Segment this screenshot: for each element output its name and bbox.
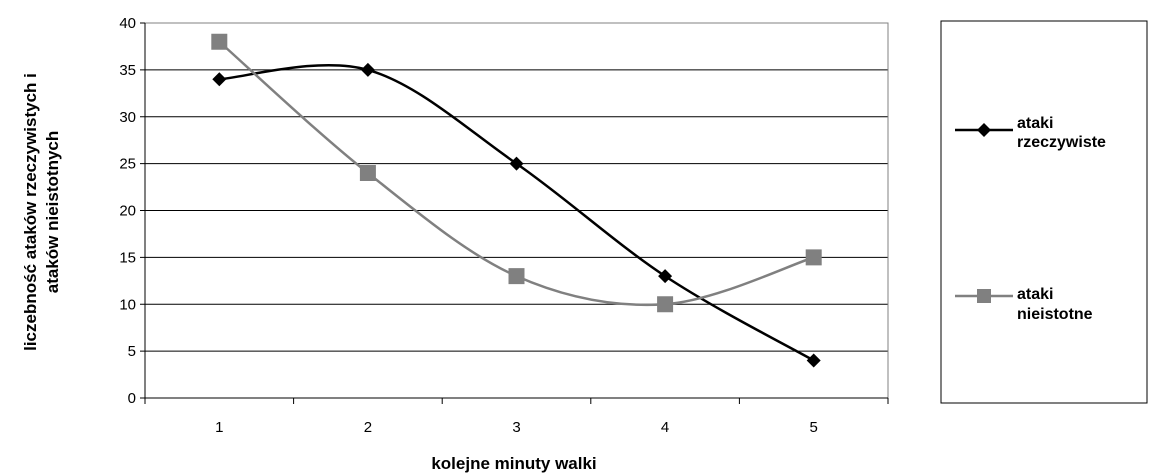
- y-axis-ticks: 0 5 10 15 20 25 30 35 40: [119, 15, 145, 407]
- data-point: [806, 353, 821, 368]
- data-point: [360, 62, 375, 77]
- y-tick-label: 20: [119, 203, 136, 220]
- series-line-ataki-nieistotne: [218, 40, 815, 307]
- data-point: [657, 296, 674, 313]
- legend-item-ataki-nieistotne: ataki nieistotne: [955, 286, 1093, 323]
- y-tick-label: 40: [119, 15, 136, 32]
- data-point: [508, 268, 525, 285]
- x-axis-ticks: 1 2 3 4 5: [144, 398, 889, 436]
- data-point: [805, 249, 822, 266]
- x-tick-label: 2: [364, 419, 372, 436]
- y-axis-title: liczebność ataków rzeczywistych i ataków…: [21, 73, 62, 351]
- square-marker-icon: [977, 289, 991, 303]
- y-tick-label: 15: [119, 249, 136, 266]
- legend-label-line-1: ataki: [1017, 286, 1053, 303]
- x-tick-label: 3: [512, 419, 520, 436]
- data-point: [658, 269, 673, 284]
- y-axis-title-line-1: liczebność ataków rzeczywistych i: [21, 73, 40, 351]
- y-tick-label: 30: [119, 109, 136, 126]
- series-ataki-nieistotne: [211, 33, 822, 313]
- data-point: [211, 33, 228, 50]
- data-series: [211, 33, 822, 368]
- y-tick-label: 10: [119, 296, 136, 313]
- series-ataki-rzeczywiste: [212, 62, 821, 368]
- legend-label-line-2: rzeczywiste: [1017, 134, 1106, 151]
- y-tick-label: 5: [128, 343, 136, 360]
- x-tick-label: 1: [215, 419, 223, 436]
- y-tick-label: 25: [119, 156, 136, 173]
- legend-item-ataki-rzeczywiste: ataki rzeczywiste: [955, 115, 1106, 151]
- data-point: [509, 156, 524, 171]
- data-point: [359, 165, 376, 181]
- data-point: [212, 72, 227, 87]
- legend-label-line-1: ataki: [1017, 115, 1053, 132]
- x-tick-label: 4: [661, 419, 669, 436]
- legend: ataki rzeczywiste ataki nieistotne: [940, 20, 1148, 404]
- series-line-ataki-rzeczywiste: [219, 63, 815, 362]
- legend-label-line-2: nieistotne: [1017, 306, 1093, 323]
- x-axis-title: kolejne minuty walki: [431, 454, 596, 473]
- x-tick-label: 5: [810, 419, 818, 436]
- diamond-marker-icon: [977, 123, 991, 137]
- y-tick-label: 35: [119, 62, 136, 79]
- y-tick-label: 0: [128, 390, 136, 407]
- y-axis-title-line-2: ataków nieistotnych: [43, 131, 62, 293]
- legend-box: [940, 20, 1148, 404]
